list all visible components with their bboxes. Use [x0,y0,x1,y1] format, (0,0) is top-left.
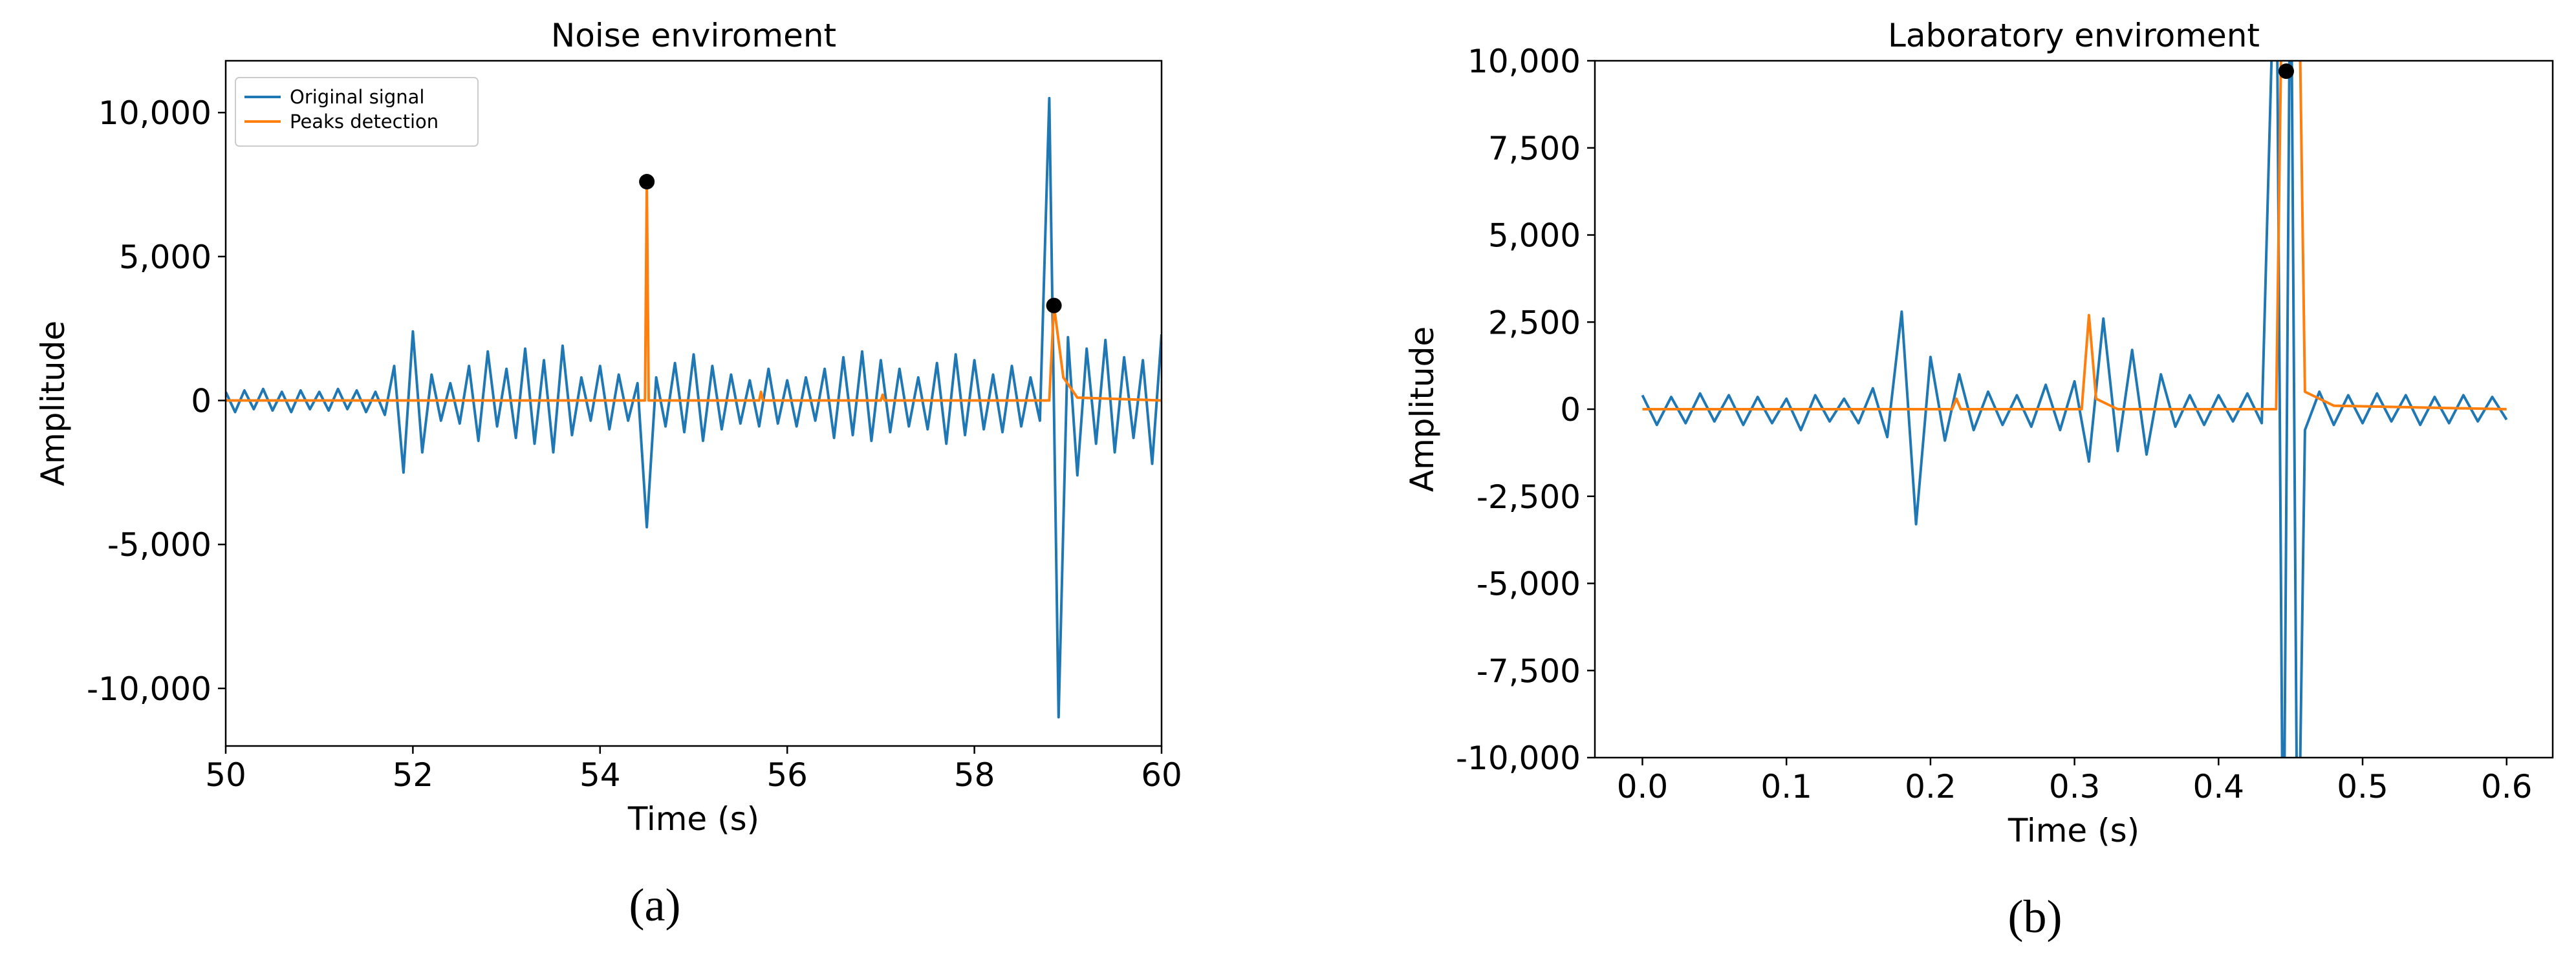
y-tick-label: -10,000 [1456,740,1581,777]
y-tick-label: 0 [1560,391,1581,429]
signal-line [226,96,1162,719]
y-tick-label: 7,500 [1488,130,1581,167]
y-tick-label: -10,000 [87,670,211,708]
y-tick-label: 10,000 [1467,43,1581,80]
plot-frame [1594,59,2554,759]
chart-title: Laboratory enviroment [1888,17,2260,54]
plot-area [226,96,1162,719]
x-tick-label: 0.4 [2193,768,2245,805]
y-tick-label: -5,000 [107,526,211,564]
chart: Laboratory enviroment Time (s) Amplitude (b… [1403,17,2554,942]
y-tick-label: 10,000 [98,94,211,132]
signal-line [1642,61,2507,410]
x-axis-label: Time (s) [627,800,759,838]
y-axis-label: Amplitude [1403,326,1441,492]
legend-box [235,77,479,147]
x-tick-label: 0.6 [2481,768,2533,805]
caption: (b) [2008,891,2062,942]
y-axis-label: Amplitude [34,321,72,486]
x-tick-label: 0.1 [1760,768,1812,805]
x-tick-label: 56 [766,756,808,794]
x-tick-label: 54 [579,756,621,794]
y-tick-label: 0 [191,383,211,420]
peak-marker [2278,63,2294,80]
chart-title: Noise enviroment [551,17,836,54]
x-tick-label: 0.3 [2049,768,2101,805]
x-tick-label: 50 [205,756,246,794]
x-tick-label: 58 [954,756,995,794]
plot-area [1641,61,2508,758]
caption: (a) [629,879,681,931]
y-tick-label: 5,000 [119,239,211,276]
x-axis-label: Time (s) [2008,812,2139,849]
x-tick-label: 52 [393,756,434,794]
signal-line [226,180,1162,402]
x-tick-label: 0.5 [2337,768,2388,805]
y-tick-label: -7,500 [1477,652,1581,690]
peak-marker [639,174,655,190]
y-tick-label: -5,000 [1477,566,1581,603]
peak-marker [1046,297,1062,314]
x-tick-label: 0.2 [1905,768,1956,805]
y-tick-label: 5,000 [1488,217,1581,255]
x-tick-label: 60 [1141,756,1182,794]
chart: Noise enviroment Time (s) Amplitude (a) 50 52… [34,17,1182,931]
legend-label: Original signal [290,86,424,108]
y-tick-label: -2,500 [1477,478,1581,516]
y-tick-label: 2,500 [1488,304,1581,341]
legend-label: Peaks detection [290,111,438,133]
x-tick-label: 0.0 [1617,768,1669,805]
plot-frame [224,59,1163,747]
